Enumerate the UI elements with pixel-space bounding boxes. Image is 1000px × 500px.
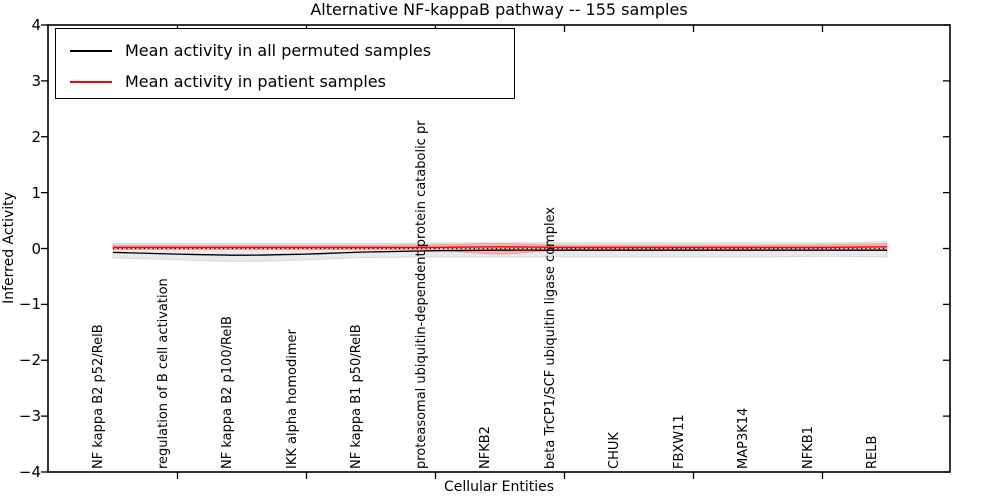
permuted-mean-line [112,249,887,256]
y-tick-label: −4 [18,463,41,481]
x-category-label: CHUK [607,432,622,469]
x-category-label: NF kappa B2 p52/RelB [91,324,106,469]
y-tick-label: 0 [31,239,41,258]
y-tick-label: −1 [18,295,41,314]
legend-entry-permuted: Mean activity in all permuted samples [70,37,514,65]
legend-label-permuted: Mean activity in all permuted samples [125,41,432,61]
x-category-label: NF kappa B2 p100/RelB [220,316,235,469]
x-category-label: MAP3K14 [736,407,751,469]
x-axis-label: Cellular Entities [443,479,555,495]
y-tick-label: 3 [31,71,41,90]
x-category-label: NFKB2 [478,426,493,469]
x-category-label: NFKB1 [800,426,816,469]
legend-box: Mean activity in all permuted samples Me… [55,28,515,99]
y-tick-label: 4 [31,16,41,34]
x-category-label: beta TrCP1/SCF ubiquitin ligase complex [542,206,558,469]
x-category-label: proteasomal ubiquitin-dependent protein … [413,120,429,469]
x-category-label: RELB [865,435,880,469]
legend-label-patient: Mean activity in patient samples [125,71,386,91]
y-tick-label: 1 [31,183,41,202]
x-category-label: IKK alpha homodimer [284,329,300,469]
y-tick-label: −2 [18,351,41,370]
chart-title: Alternative NF-kappaB pathway -- 155 sam… [310,0,688,19]
y-tick-label: −3 [18,407,41,426]
x-category-label: FBXW11 [671,414,687,469]
x-category-label: regulation of B cell activation [155,278,171,469]
y-tick-label: 2 [31,127,41,146]
permuted-line-swatch-icon [70,50,112,53]
patient-line-swatch-icon [70,80,112,83]
legend-entry-patient: Mean activity in patient samples [70,68,514,96]
x-category-label: NF kappa B1 p50/RelB [349,324,364,469]
patient-mean-line [113,246,888,249]
